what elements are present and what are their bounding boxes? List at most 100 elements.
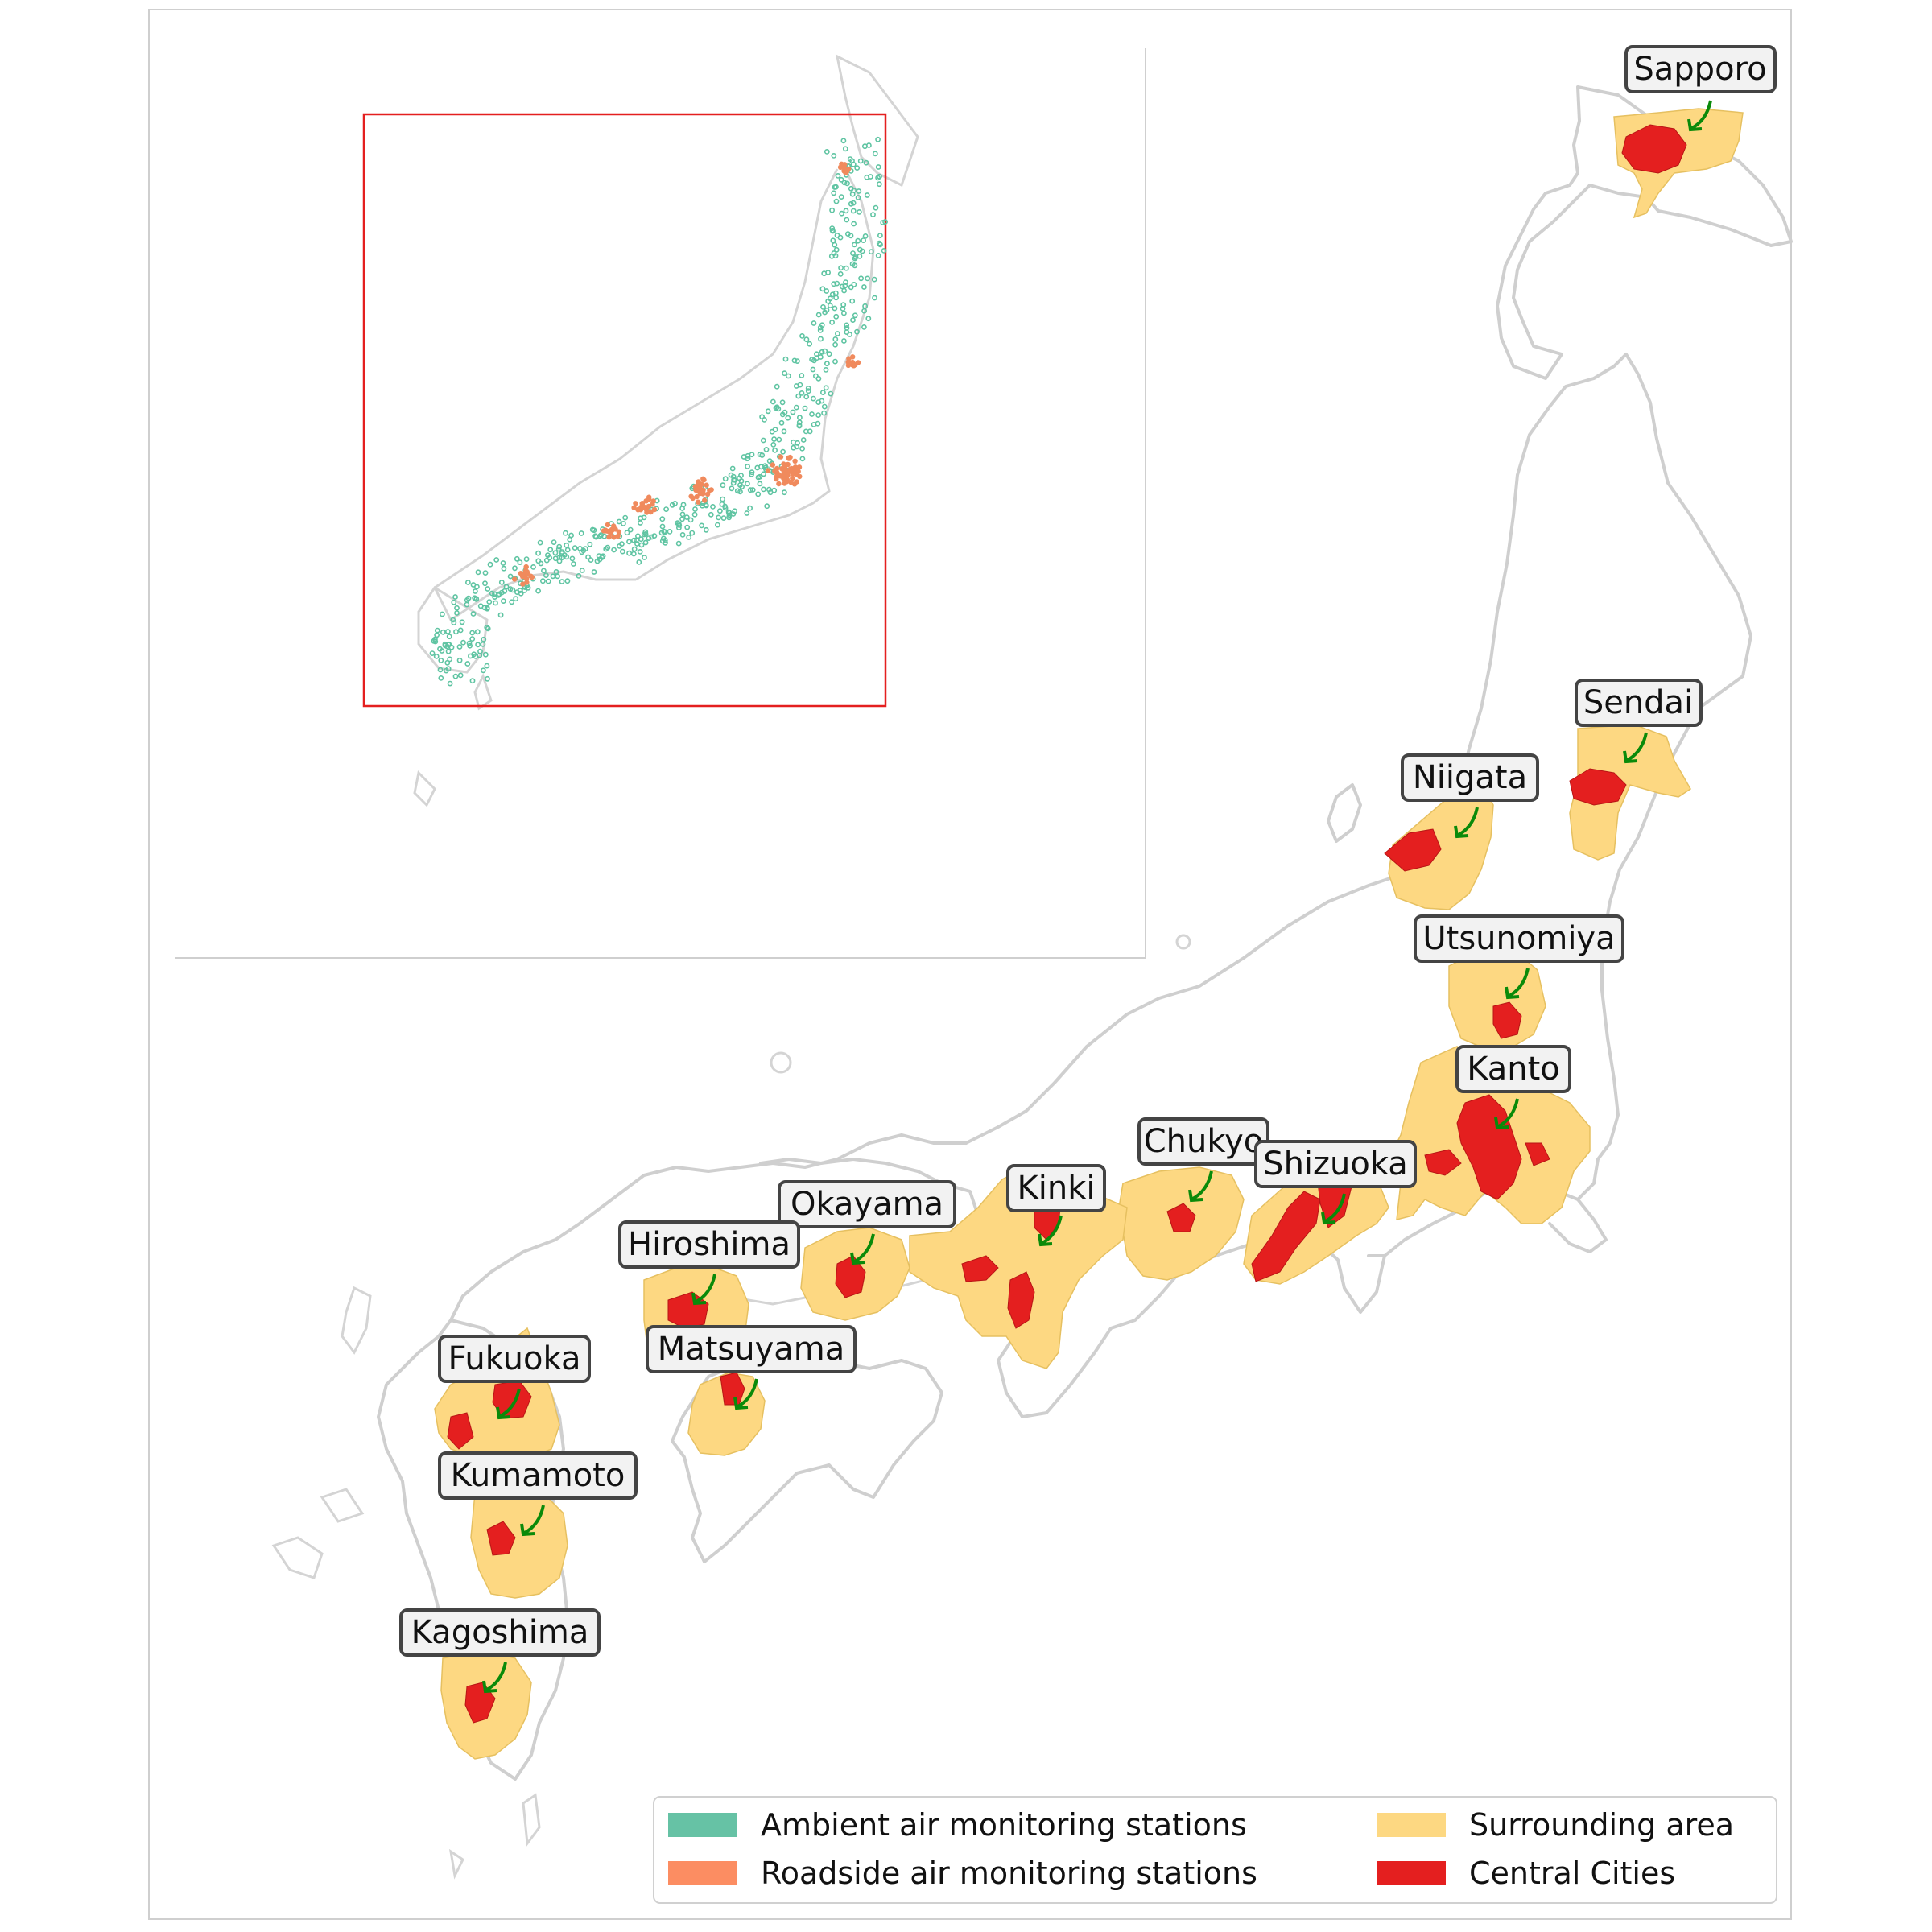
ambient-station-marker	[642, 529, 649, 535]
label-sapporo-text: Sapporo	[1633, 51, 1766, 88]
roadside-station-marker	[782, 467, 788, 473]
ambient-station-marker	[757, 473, 763, 480]
central-niigata	[1384, 828, 1442, 872]
ambient-station-marker	[626, 539, 632, 545]
roadside-station-marker	[644, 510, 650, 515]
ambient-station-marker	[451, 599, 457, 605]
ambient-station-marker	[825, 270, 831, 275]
ambient-station-marker	[630, 551, 637, 557]
ambient-station-marker	[835, 172, 841, 179]
ambient-station-marker	[829, 225, 836, 231]
ambient-station-marker	[821, 403, 828, 410]
ambient-station-marker	[592, 533, 598, 539]
ambient-station-marker	[448, 644, 455, 650]
ambient-station-marker	[651, 533, 658, 539]
ambient-station-marker	[477, 648, 483, 654]
ambient-station-marker	[745, 481, 750, 487]
legend-label-surrounding: Surrounding area	[1469, 1807, 1734, 1843]
ambient-station-marker	[689, 530, 696, 536]
ambient-station-marker	[731, 477, 737, 483]
ambient-station-marker	[818, 354, 824, 360]
ambient-station-marker	[438, 675, 444, 681]
ambient-station-marker	[813, 373, 819, 379]
ambient-station-marker	[832, 358, 838, 365]
central-kanto-east	[1525, 1142, 1550, 1166]
ambient-station-marker	[844, 217, 850, 223]
central-chukyo	[1166, 1203, 1196, 1232]
ambient-station-marker	[556, 558, 563, 564]
ambient-station-marker	[863, 159, 869, 166]
ambient-station-marker	[454, 610, 460, 616]
roadside-station-marker	[601, 528, 607, 534]
ambient-station-marker	[443, 667, 449, 674]
ambient-station-marker	[482, 651, 489, 658]
roadside-station-marker	[695, 488, 700, 493]
ambient-station-marker	[485, 675, 490, 682]
ambient-station-marker	[627, 526, 634, 533]
ambient-station-marker	[552, 550, 559, 556]
roadside-station-marker	[704, 491, 711, 497]
ambient-station-marker	[832, 336, 839, 342]
ambient-station-marker	[819, 286, 826, 292]
ambient-station-marker	[530, 564, 536, 570]
label-chukyo-text: Chukyo	[1144, 1123, 1264, 1160]
ambient-station-marker	[823, 366, 829, 373]
ambient-station-marker	[720, 482, 726, 489]
label-matsuyama-text: Matsuyama	[658, 1331, 845, 1368]
ambient-station-marker	[868, 174, 873, 180]
ambient-station-marker	[824, 288, 830, 294]
ambient-station-marker	[744, 456, 750, 462]
legend-item-surrounding: Surrounding area	[1377, 1807, 1734, 1843]
central-shizuoka	[1251, 1191, 1321, 1282]
ambient-station-marker	[722, 505, 729, 511]
ambient-station-marker	[444, 643, 450, 650]
ambient-station-marker	[587, 541, 593, 547]
ambient-station-marker	[492, 594, 497, 600]
ambient-station-marker	[844, 322, 850, 328]
ambient-station-marker	[814, 351, 819, 357]
roadside-station-marker	[782, 463, 788, 469]
ambient-station-marker	[473, 588, 478, 594]
ambient-station-marker	[484, 663, 490, 669]
label-utsunomiya-text: Utsunomiya	[1422, 920, 1615, 957]
ambient-station-marker	[851, 281, 857, 287]
ambient-station-marker	[850, 208, 857, 214]
ambient-station-marker	[466, 640, 473, 646]
ambient-station-marker	[460, 639, 466, 646]
roadside-station-marker	[787, 469, 793, 474]
ambient-station-marker	[662, 529, 668, 535]
label-hiroshima: Hiroshima	[618, 1220, 800, 1306]
ambient-station-marker	[875, 136, 881, 142]
ambient-station-marker	[840, 302, 847, 308]
label-kanto: Kanto	[1455, 1045, 1571, 1130]
ambient-station-marker	[437, 667, 444, 673]
ambient-station-marker	[626, 550, 632, 556]
ambient-station-marker	[683, 514, 690, 520]
ambient-station-marker	[535, 588, 541, 594]
ambient-station-marker	[825, 298, 832, 304]
ambient-station-marker	[692, 506, 698, 512]
ambient-station-marker	[820, 390, 826, 395]
ambient-station-marker	[807, 341, 812, 347]
ambient-station-marker	[543, 572, 549, 578]
ambient-station-marker	[876, 181, 882, 188]
ambient-station-marker	[738, 478, 745, 484]
ambient-station-marker	[823, 385, 829, 391]
roadside-station-marker	[613, 526, 618, 532]
ambient-station-marker	[831, 190, 837, 196]
ambient-station-marker	[762, 417, 767, 423]
ambient-station-marker	[585, 554, 591, 560]
label-kagoshima: Kagoshima	[399, 1608, 601, 1694]
label-sendai: Sendai	[1575, 679, 1703, 764]
roadside-station-marker	[646, 496, 652, 502]
ambient-station-marker	[500, 560, 506, 566]
ambient-station-marker	[773, 405, 779, 411]
legend-swatch-central	[1377, 1861, 1446, 1885]
ambient-station-marker	[747, 487, 753, 493]
roadside-station-marker	[696, 499, 701, 505]
ambient-station-marker	[868, 249, 874, 255]
ambient-station-marker	[672, 501, 678, 506]
ambient-station-marker	[827, 303, 833, 308]
ambient-station-marker	[857, 158, 864, 164]
label-kagoshima-text: Kagoshima	[411, 1614, 589, 1651]
